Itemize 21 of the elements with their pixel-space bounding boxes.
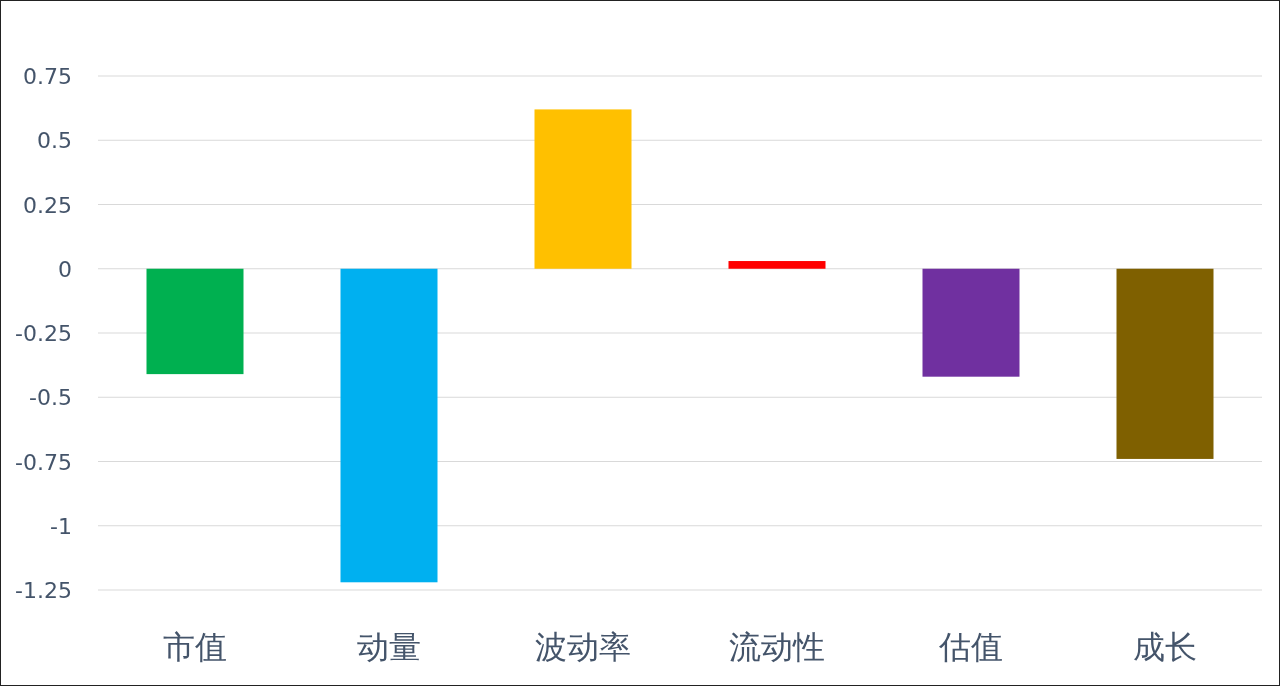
- y-tick-label: 0.25: [23, 192, 72, 218]
- bar: [340, 268, 438, 583]
- y-tick-label: -0.25: [15, 321, 72, 346]
- bar: [1116, 268, 1214, 459]
- x-tick-label: 估值: [938, 628, 1003, 666]
- y-tick-label: 0: [58, 256, 72, 282]
- x-tick-label: 动量: [357, 628, 421, 666]
- bar: [922, 268, 1020, 377]
- y-tick-label: 0.75: [23, 64, 72, 89]
- y-tick-label: -1.25: [15, 578, 72, 603]
- y-tick-label: -1: [50, 513, 72, 539]
- bar: [534, 109, 632, 269]
- y-tick-label: -0.5: [29, 385, 72, 411]
- bar: [146, 268, 244, 375]
- x-tick-label: 波动率: [535, 628, 631, 666]
- x-tick-label: 市值: [163, 628, 227, 666]
- y-tick-label: 0.5: [37, 128, 72, 154]
- y-tick-label: -0.75: [15, 449, 72, 475]
- x-tick-label: 成长: [1133, 628, 1197, 666]
- bar: [728, 261, 826, 269]
- x-tick-label: 流动性: [729, 628, 825, 666]
